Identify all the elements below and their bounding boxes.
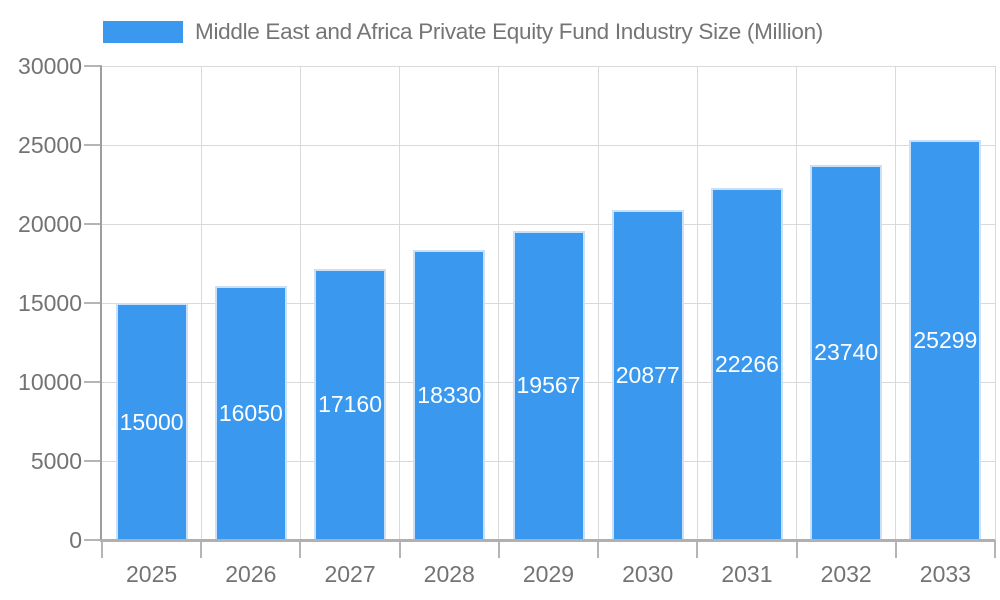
x-tick-label: 2030	[622, 561, 674, 587]
x-grid-line	[696, 66, 698, 540]
x-tick-mark	[200, 540, 203, 558]
x-tick-label: 2032	[820, 561, 872, 587]
x-tick-mark	[894, 540, 897, 558]
y-tick-label: 30000	[18, 53, 82, 79]
y-tick-label: 10000	[18, 369, 82, 395]
x-tick-mark	[597, 540, 600, 558]
y-tick-label: 5000	[30, 448, 82, 474]
x-tick-mark	[795, 540, 798, 558]
y-tick-mark	[84, 539, 102, 541]
bar[interactable]	[611, 210, 684, 540]
y-axis-line	[100, 66, 102, 540]
legend-swatch-icon	[103, 21, 183, 43]
x-tick-mark	[497, 540, 500, 558]
y-grid-line	[102, 144, 995, 146]
bar[interactable]	[810, 164, 883, 540]
y-tick-mark	[84, 65, 102, 67]
x-tick-label: 2029	[522, 561, 575, 587]
bar[interactable]	[314, 268, 387, 540]
bar[interactable]	[710, 188, 783, 540]
x-tick-label: 2027	[324, 561, 376, 587]
x-tick-label: 2033	[919, 561, 971, 587]
x-grid-line	[299, 66, 301, 540]
y-tick-mark	[84, 223, 102, 225]
legend-item[interactable]: Middle East and Africa Private Equity Fu…	[103, 19, 823, 45]
x-tick-mark	[696, 540, 699, 558]
y-tick-mark	[84, 302, 102, 304]
x-tick-mark	[299, 540, 302, 558]
bar[interactable]	[413, 250, 486, 540]
x-grid-line	[994, 66, 996, 540]
x-grid-line	[200, 66, 202, 540]
legend-label: Middle East and Africa Private Equity Fu…	[195, 19, 823, 44]
bar[interactable]	[909, 140, 982, 540]
x-tick-label: 2025	[126, 561, 178, 587]
x-grid-line	[498, 66, 500, 540]
x-grid-line	[399, 66, 401, 540]
x-grid-line	[597, 66, 599, 540]
x-tick-mark	[398, 540, 401, 558]
bar[interactable]	[214, 286, 287, 540]
x-axis-line	[100, 539, 995, 542]
x-tick-mark	[994, 540, 996, 558]
x-tick-label: 2028	[423, 561, 475, 587]
y-tick-label: 25000	[18, 132, 82, 158]
y-grid-line	[102, 223, 995, 225]
y-tick-label: 15000	[18, 290, 82, 316]
x-tick-label: 2031	[721, 561, 773, 587]
x-tick-mark	[101, 540, 103, 558]
x-grid-line	[895, 66, 897, 540]
x-grid-line	[796, 66, 798, 540]
bar[interactable]	[512, 230, 585, 540]
y-tick-mark	[84, 460, 102, 462]
y-grid-line	[102, 65, 995, 67]
y-tick-label: 20000	[18, 211, 82, 237]
x-tick-label: 2026	[225, 561, 277, 587]
y-tick-label: 0	[69, 527, 82, 553]
y-tick-mark	[84, 144, 102, 146]
y-tick-mark	[84, 381, 102, 383]
bar[interactable]	[115, 303, 188, 540]
